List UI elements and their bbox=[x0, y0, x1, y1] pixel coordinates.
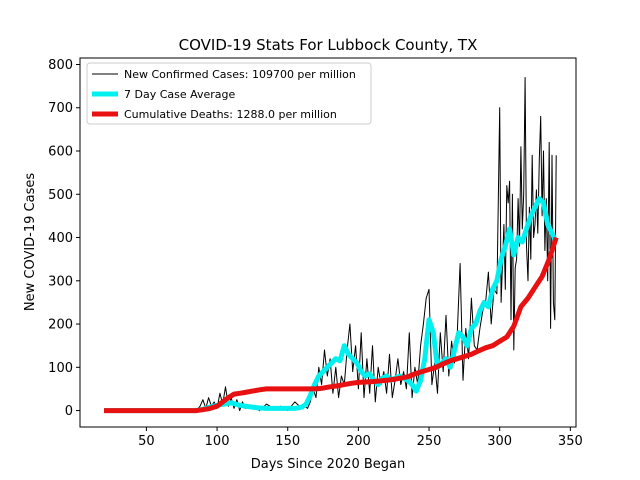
x-axis-label: Days Since 2020 Began bbox=[251, 457, 406, 472]
series-line-1 bbox=[104, 196, 559, 414]
y-tick-label: 700 bbox=[48, 101, 73, 116]
y-axis: 0 100 200 300 400 500 600 700 800 bbox=[48, 58, 80, 419]
x-tick-label: 50 bbox=[138, 434, 155, 449]
x-tick-label: 100 bbox=[205, 434, 230, 449]
y-tick-label: 0 bbox=[65, 404, 73, 419]
x-tick-label: 200 bbox=[346, 434, 371, 449]
legend-entry: 7 Day Case Average bbox=[124, 88, 236, 101]
y-tick-label: 500 bbox=[48, 188, 73, 203]
plot-frame bbox=[79, 57, 577, 428]
y-tick-label: 600 bbox=[48, 145, 73, 160]
y-tick-label: 400 bbox=[48, 231, 73, 246]
x-axis: 50 100 150 200 250 300 350 bbox=[138, 427, 583, 449]
series-line-2 bbox=[104, 236, 559, 414]
x-tick-label: 250 bbox=[417, 434, 442, 449]
legend-entry: New Confirmed Cases: 109700 per million bbox=[124, 68, 356, 81]
y-tick-label: 200 bbox=[48, 318, 73, 333]
legend-entry: Cumulative Deaths: 1288.0 per million bbox=[124, 108, 337, 121]
y-axis-label: New COVID-19 Cases bbox=[23, 173, 38, 311]
y-tick-label: 300 bbox=[48, 274, 73, 289]
x-tick-label: 300 bbox=[487, 434, 512, 449]
y-tick-label: 800 bbox=[48, 58, 73, 73]
x-tick-label: 150 bbox=[275, 434, 300, 449]
chart-title: COVID-19 Stats For Lubbock County, TX bbox=[179, 36, 478, 54]
x-tick-label: 350 bbox=[558, 434, 583, 449]
series-layer bbox=[104, 77, 559, 414]
series-line-0 bbox=[104, 77, 557, 412]
legend-box bbox=[86, 62, 372, 125]
y-tick-label: 100 bbox=[48, 361, 73, 376]
legend: New Confirmed Cases: 109700 per million 7… bbox=[86, 62, 372, 125]
